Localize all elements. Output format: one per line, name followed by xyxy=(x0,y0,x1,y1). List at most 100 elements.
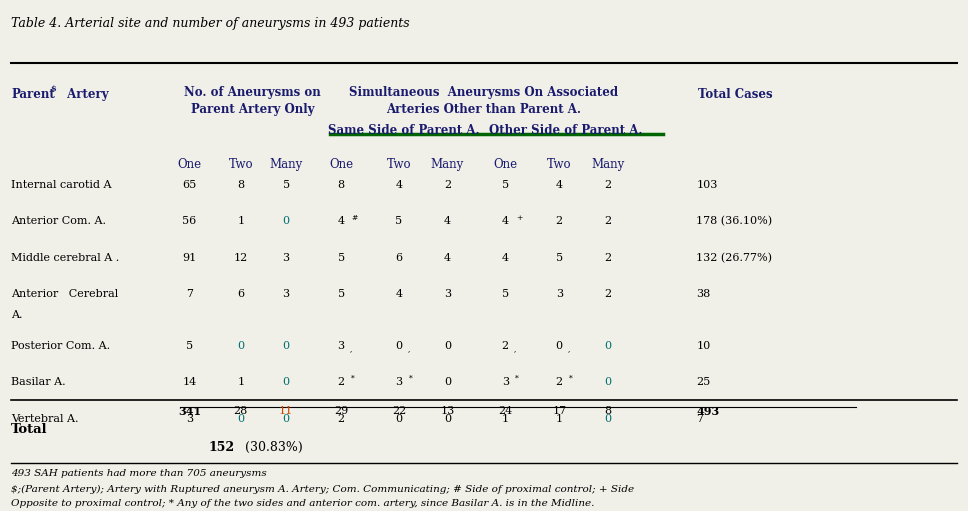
Text: 6: 6 xyxy=(237,289,244,299)
Text: 5: 5 xyxy=(338,289,345,299)
Text: 5: 5 xyxy=(396,216,403,226)
Text: 4: 4 xyxy=(501,216,509,226)
Text: 2: 2 xyxy=(604,216,611,226)
Text: *: * xyxy=(515,375,519,383)
Text: Total Cases: Total Cases xyxy=(698,88,772,102)
Text: 56: 56 xyxy=(183,216,197,226)
Text: 0: 0 xyxy=(283,341,289,351)
Text: 3: 3 xyxy=(283,252,289,263)
Text: 3: 3 xyxy=(396,377,403,387)
Text: (30.83%): (30.83%) xyxy=(241,441,303,454)
Text: Basilar A.: Basilar A. xyxy=(11,377,66,387)
Text: 2: 2 xyxy=(556,216,562,226)
Text: 4: 4 xyxy=(443,216,451,226)
Text: One: One xyxy=(329,158,353,171)
Text: 5: 5 xyxy=(556,252,562,263)
Text: Artery: Artery xyxy=(63,88,108,102)
Text: 0: 0 xyxy=(604,413,611,424)
Text: 0: 0 xyxy=(396,413,403,424)
Text: $: $ xyxy=(50,85,56,94)
Text: 152: 152 xyxy=(209,441,235,454)
Text: 5: 5 xyxy=(501,289,509,299)
Text: 24: 24 xyxy=(499,406,512,416)
Text: 0: 0 xyxy=(237,341,244,351)
Text: 3: 3 xyxy=(283,289,289,299)
Text: 6: 6 xyxy=(396,252,403,263)
Text: Simultaneous  Aneurysms On Associated
Arteries Other than Parent A.: Simultaneous Aneurysms On Associated Art… xyxy=(349,86,619,116)
Text: 2: 2 xyxy=(501,341,509,351)
Text: Two: Two xyxy=(547,158,571,171)
Text: Many: Many xyxy=(590,158,624,171)
Text: 28: 28 xyxy=(233,406,248,416)
Text: Posterior Com. A.: Posterior Com. A. xyxy=(11,341,110,351)
Text: 2: 2 xyxy=(604,252,611,263)
Text: 0: 0 xyxy=(396,341,403,351)
Text: 3: 3 xyxy=(443,289,451,299)
Text: 11: 11 xyxy=(279,406,293,416)
Text: 0: 0 xyxy=(237,413,244,424)
Text: No. of Aneurysms on
Parent Artery Only: No. of Aneurysms on Parent Artery Only xyxy=(184,86,320,116)
Text: #: # xyxy=(351,214,358,222)
Text: 0: 0 xyxy=(283,377,289,387)
Text: ,: , xyxy=(514,344,516,353)
Text: 493 SAH patients had more than 705 aneurysms: 493 SAH patients had more than 705 aneur… xyxy=(11,469,267,478)
Text: 0: 0 xyxy=(283,413,289,424)
Text: 178 (36.10%): 178 (36.10%) xyxy=(696,216,772,226)
Text: 12: 12 xyxy=(233,252,248,263)
Text: 2: 2 xyxy=(443,179,451,190)
Text: 3: 3 xyxy=(338,341,345,351)
Text: Many: Many xyxy=(269,158,303,171)
Text: 25: 25 xyxy=(696,377,711,387)
Text: ,: , xyxy=(408,344,410,353)
Text: +: + xyxy=(516,214,522,222)
Text: Many: Many xyxy=(431,158,464,171)
Text: 0: 0 xyxy=(604,341,611,351)
Text: Same Side of Parent A.: Same Side of Parent A. xyxy=(328,124,480,137)
Text: 8: 8 xyxy=(237,179,244,190)
Text: 0: 0 xyxy=(604,377,611,387)
Text: 2: 2 xyxy=(556,377,562,387)
Text: *: * xyxy=(408,375,412,383)
Text: 8: 8 xyxy=(604,406,611,416)
Text: 103: 103 xyxy=(696,179,717,190)
Text: *: * xyxy=(569,375,573,383)
Text: 17: 17 xyxy=(552,406,566,416)
Text: 4: 4 xyxy=(396,179,403,190)
Text: 2: 2 xyxy=(604,289,611,299)
Text: Table 4. Arterial site and number of aneurysms in 493 patients: Table 4. Arterial site and number of ane… xyxy=(11,16,409,30)
Text: Two: Two xyxy=(228,158,253,171)
Text: 22: 22 xyxy=(392,406,407,416)
Text: 3: 3 xyxy=(501,377,509,387)
Text: 3: 3 xyxy=(556,289,562,299)
Text: Parent: Parent xyxy=(11,88,55,102)
Text: 91: 91 xyxy=(183,252,197,263)
Text: *: * xyxy=(350,375,354,383)
Text: 341: 341 xyxy=(178,406,201,417)
Text: 0: 0 xyxy=(443,413,451,424)
Text: 493: 493 xyxy=(696,406,719,417)
Text: 0: 0 xyxy=(443,341,451,351)
Text: 7: 7 xyxy=(186,289,193,299)
Text: 2: 2 xyxy=(604,179,611,190)
Text: One: One xyxy=(177,158,201,171)
Text: 7: 7 xyxy=(696,413,704,424)
Text: 0: 0 xyxy=(283,216,289,226)
Text: 14: 14 xyxy=(183,377,197,387)
Text: 1: 1 xyxy=(501,413,509,424)
Text: 1: 1 xyxy=(556,413,562,424)
Text: 0: 0 xyxy=(443,377,451,387)
Text: 5: 5 xyxy=(186,341,194,351)
Text: 8: 8 xyxy=(338,179,345,190)
Text: 1: 1 xyxy=(237,216,244,226)
Text: 13: 13 xyxy=(440,406,454,416)
Text: Internal carotid A: Internal carotid A xyxy=(11,179,111,190)
Text: ,: , xyxy=(349,344,352,353)
Text: Two: Two xyxy=(387,158,411,171)
Text: 3: 3 xyxy=(186,413,194,424)
Text: 4: 4 xyxy=(443,252,451,263)
Text: 2: 2 xyxy=(338,377,345,387)
Text: 0: 0 xyxy=(556,341,562,351)
Text: 65: 65 xyxy=(183,179,197,190)
Text: 5: 5 xyxy=(283,179,289,190)
Text: 29: 29 xyxy=(334,406,348,416)
